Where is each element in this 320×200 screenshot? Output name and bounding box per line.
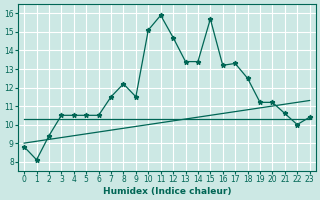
X-axis label: Humidex (Indice chaleur): Humidex (Indice chaleur) xyxy=(103,187,231,196)
